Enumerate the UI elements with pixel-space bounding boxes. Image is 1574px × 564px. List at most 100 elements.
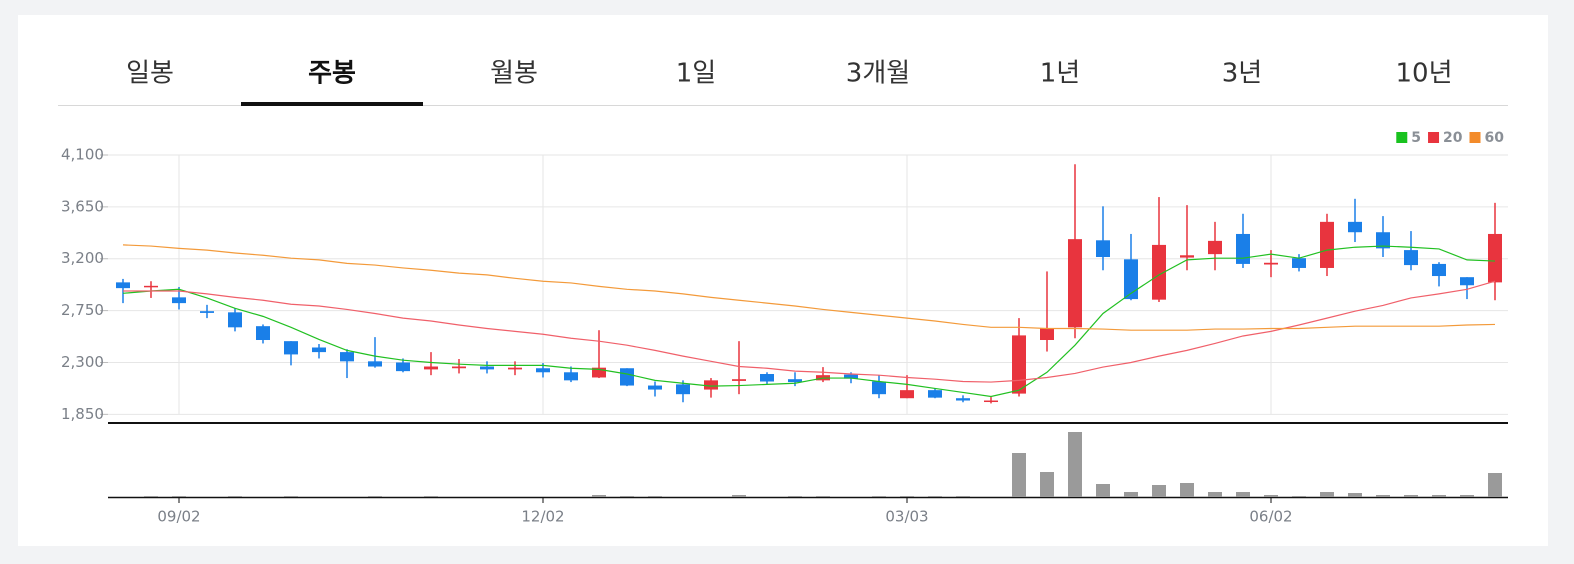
tab[interactable]: 1년 bbox=[1040, 59, 1080, 89]
candle-body bbox=[648, 385, 662, 390]
candle-body bbox=[172, 297, 186, 304]
candle-body bbox=[704, 380, 718, 390]
moving-average-line bbox=[123, 280, 1496, 383]
volume-bar bbox=[1208, 492, 1222, 497]
volume-bar bbox=[648, 496, 662, 497]
volume-bar bbox=[956, 496, 970, 497]
volume-bar bbox=[1040, 472, 1054, 497]
candle-body bbox=[1320, 221, 1334, 268]
candle-body bbox=[1236, 233, 1250, 264]
volume-bar bbox=[732, 495, 746, 497]
y-tick-label: 1,850 bbox=[61, 405, 104, 423]
candle-body bbox=[1180, 255, 1194, 258]
y-tick-label: 2,300 bbox=[61, 353, 104, 371]
candle-body bbox=[1432, 263, 1446, 277]
volume-bar bbox=[1124, 492, 1138, 497]
volume-bar bbox=[1236, 492, 1250, 497]
candle-body bbox=[1348, 221, 1362, 233]
candle-body bbox=[508, 367, 522, 370]
volume-bar bbox=[592, 495, 606, 497]
candle-body bbox=[200, 311, 214, 313]
volume-bar bbox=[144, 496, 158, 497]
legend-swatch bbox=[1428, 132, 1440, 143]
candle-body bbox=[928, 390, 942, 398]
candle-body bbox=[732, 379, 746, 381]
candle-body bbox=[144, 285, 158, 288]
candle-body bbox=[368, 361, 382, 367]
candle-body bbox=[1460, 277, 1474, 286]
candle-body bbox=[256, 326, 270, 341]
y-tick-label: 3,200 bbox=[61, 249, 104, 267]
candle-body bbox=[1264, 262, 1278, 265]
x-tick-label: 12/02 bbox=[521, 508, 564, 526]
candle-body bbox=[116, 282, 130, 289]
candle-body bbox=[564, 372, 578, 381]
volume-bar bbox=[172, 496, 186, 497]
candle-body bbox=[424, 366, 438, 370]
candle-body bbox=[592, 367, 606, 378]
candle-body bbox=[1404, 250, 1418, 266]
volume-bar bbox=[1488, 473, 1502, 497]
candle-body bbox=[1096, 240, 1110, 258]
volume-bar bbox=[228, 496, 242, 497]
moving-average-line bbox=[122, 244, 1496, 331]
y-tick-label: 3,650 bbox=[61, 197, 104, 215]
tab[interactable]: 3개월 bbox=[846, 59, 910, 89]
candle-body bbox=[676, 384, 690, 395]
legend-label: 20 bbox=[1443, 130, 1463, 146]
candle-body bbox=[760, 374, 774, 382]
legend-swatch bbox=[1396, 132, 1408, 143]
candle-body bbox=[984, 400, 998, 403]
candle-body bbox=[536, 368, 550, 373]
x-tick-label: 03/03 bbox=[885, 508, 928, 526]
volume-bar bbox=[1376, 495, 1390, 497]
candle-body bbox=[1488, 233, 1502, 283]
volume-bar bbox=[1180, 483, 1194, 497]
active-tab-underline bbox=[241, 102, 423, 106]
volume-bar bbox=[816, 496, 830, 497]
tab[interactable]: 월봉 bbox=[490, 59, 538, 89]
legend-swatch bbox=[1469, 132, 1481, 143]
volume-bar bbox=[1404, 495, 1418, 497]
candle-body bbox=[1152, 244, 1166, 300]
volume-bar bbox=[928, 496, 942, 497]
x-tick-label: 09/02 bbox=[157, 508, 200, 526]
tab[interactable]: 1일 bbox=[676, 59, 716, 89]
candle-body bbox=[284, 341, 298, 355]
x-tick-label: 06/02 bbox=[1249, 508, 1292, 526]
candle-body bbox=[228, 312, 242, 328]
y-tick-label: 2,750 bbox=[61, 301, 104, 319]
tab[interactable]: 주봉 bbox=[308, 59, 356, 89]
volume-bar bbox=[1096, 484, 1110, 497]
candle-body bbox=[480, 366, 494, 370]
volume-bar bbox=[368, 496, 382, 497]
volume-bar bbox=[1320, 492, 1334, 497]
tab[interactable]: 10년 bbox=[1395, 59, 1452, 89]
moving-average-line bbox=[122, 245, 1496, 398]
candle-body bbox=[844, 374, 858, 379]
candle-body bbox=[1292, 258, 1306, 268]
volume-bar bbox=[900, 496, 914, 497]
candle-body bbox=[788, 379, 802, 383]
volume-bar bbox=[872, 496, 886, 497]
candle-body bbox=[872, 381, 886, 395]
candle-body bbox=[900, 390, 914, 399]
legend-label: 5 bbox=[1411, 130, 1421, 146]
candle-body bbox=[1124, 259, 1138, 300]
tab[interactable]: 일봉 bbox=[126, 59, 174, 89]
candle-body bbox=[620, 368, 634, 386]
card bbox=[18, 15, 1548, 546]
tab[interactable]: 3년 bbox=[1222, 59, 1262, 89]
volume-bar bbox=[1292, 496, 1306, 497]
volume-bar bbox=[1348, 493, 1362, 497]
volume-bar bbox=[284, 496, 298, 497]
candle-body bbox=[1040, 328, 1054, 341]
candle-body bbox=[1376, 232, 1390, 249]
volume-bar bbox=[424, 496, 438, 497]
volume-bar bbox=[1012, 453, 1026, 497]
volume-bar bbox=[1460, 495, 1474, 497]
volume-bar bbox=[788, 496, 802, 497]
volume-bar bbox=[1432, 495, 1446, 497]
